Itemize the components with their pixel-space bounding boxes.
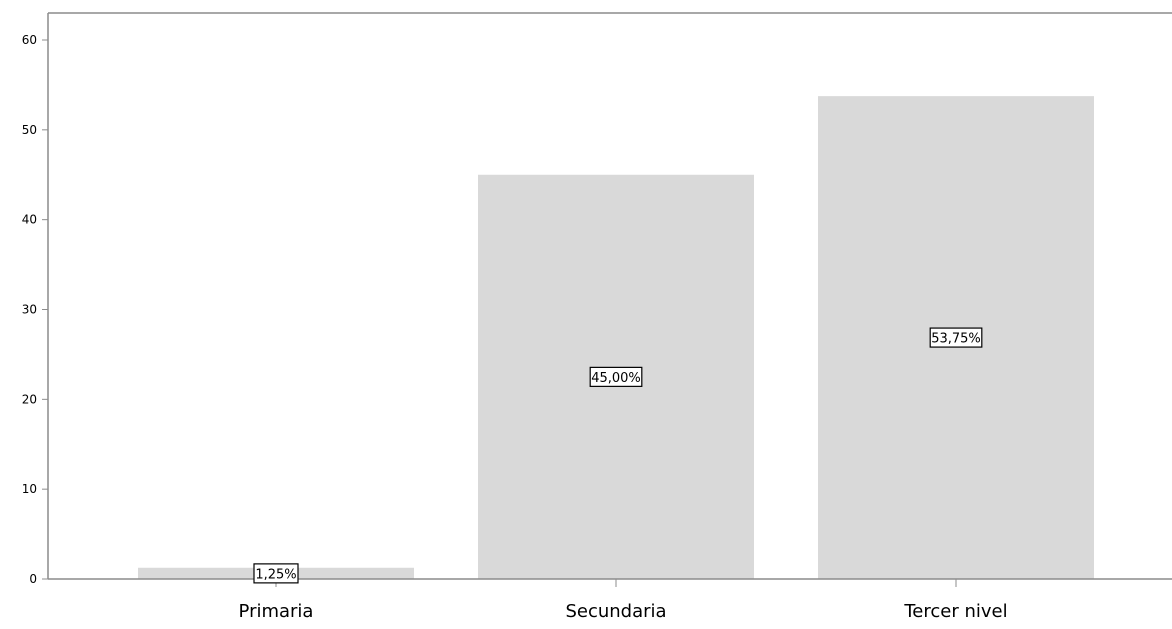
y-tick-label: 0 (29, 572, 37, 586)
labels-layer: 0 10 20 30 40 50 60 Primaria Secundaria Tercer ni… (22, 33, 1008, 622)
y-tick-label: 10 (22, 482, 37, 496)
axes-layer (42, 12, 1172, 587)
y-tick-label: 40 (22, 213, 37, 227)
y-tick-label: 60 (22, 33, 37, 47)
x-tick-label: Tercer nivel (903, 601, 1007, 622)
data-label-box (253, 563, 299, 584)
y-tick-label: 50 (22, 123, 37, 137)
y-tick-label: 20 (22, 392, 37, 406)
data-label: 45,00% (591, 371, 641, 386)
y-tick-label: 30 (22, 303, 37, 317)
data-label: 53,75% (931, 332, 981, 347)
x-tick-label: Secundaria (565, 601, 666, 622)
data-label-box (589, 366, 643, 387)
bars-layer (138, 96, 1094, 579)
data-label: 1,25% (255, 567, 296, 582)
data-label-box (929, 327, 983, 348)
x-tick-label: Primaria (239, 601, 314, 622)
